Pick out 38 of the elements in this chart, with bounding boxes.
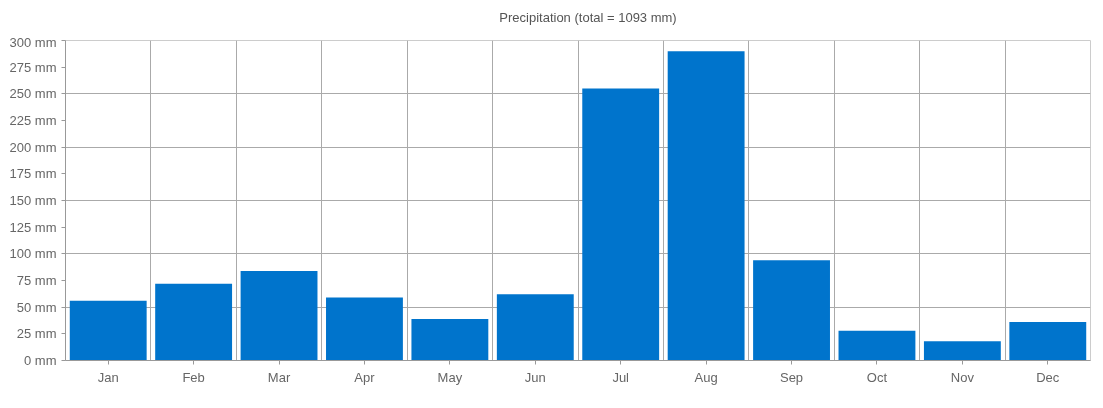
- bar: [667, 51, 745, 361]
- y-tick-label: 0 mm: [24, 353, 57, 368]
- x-tick-label: Jul: [612, 369, 630, 385]
- x-tick-label: Aug: [694, 369, 718, 385]
- y-tick-label: 300 mm: [9, 34, 57, 50]
- y-tick-label: 175 mm: [9, 166, 57, 182]
- bar: [496, 294, 574, 361]
- x-tick-label: Nov: [950, 369, 975, 385]
- bar: [240, 270, 318, 361]
- bar: [326, 297, 403, 361]
- x-tick-label: Mar: [267, 369, 291, 385]
- x-tick-label: Oct: [866, 369, 888, 385]
- y-tick-label: 75 mm: [16, 273, 57, 288]
- text: Precipitation (total = 1093 mm): [499, 9, 677, 25]
- x-tick-label: May: [437, 369, 463, 385]
- bar: [69, 300, 147, 361]
- x-tick-label: Feb: [182, 369, 205, 385]
- y-tick-label: 150 mm: [9, 193, 57, 208]
- bar: [838, 330, 916, 361]
- x-tick-label: Jan: [97, 369, 119, 385]
- x-tick-label: Dec: [1036, 369, 1060, 385]
- bar: [1009, 322, 1087, 361]
- bar: [411, 318, 489, 361]
- y-tick-label: 100 mm: [9, 246, 57, 262]
- y-tick-label: 225 mm: [9, 113, 57, 128]
- y-tick-label: 25 mm: [16, 326, 57, 342]
- bar: [923, 341, 1001, 361]
- bar: [582, 88, 660, 361]
- y-tick-label: 125 mm: [9, 219, 57, 235]
- y-tick-label: 200 mm: [9, 139, 57, 155]
- x-tick-label: Jun: [524, 369, 546, 385]
- bar: [155, 283, 233, 361]
- x-tick-label: Apr: [354, 369, 376, 385]
- x-tick-label: Sep: [779, 369, 804, 385]
- y-tick-label: 50 mm: [16, 299, 57, 315]
- y-tick-label: 275 mm: [9, 59, 57, 75]
- bar: [753, 260, 830, 361]
- y-tick-label: 250 mm: [9, 86, 57, 102]
